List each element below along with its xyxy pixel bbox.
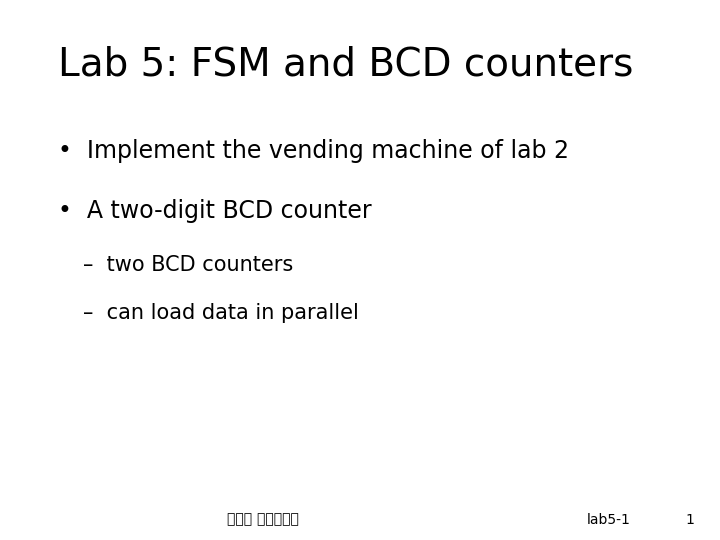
Text: –  two BCD counters: – two BCD counters (83, 254, 293, 275)
Text: Lab 5: FSM and BCD counters: Lab 5: FSM and BCD counters (58, 46, 633, 84)
Text: 張明寐 交大資工系: 張明寐 交大資工系 (227, 512, 299, 526)
Text: •  A two-digit BCD counter: • A two-digit BCD counter (58, 199, 372, 222)
Text: 1: 1 (686, 512, 695, 526)
Text: •  Implement the vending machine of lab 2: • Implement the vending machine of lab 2 (58, 139, 569, 163)
Text: –  can load data in parallel: – can load data in parallel (83, 303, 359, 323)
Text: lab5-1: lab5-1 (587, 512, 630, 526)
